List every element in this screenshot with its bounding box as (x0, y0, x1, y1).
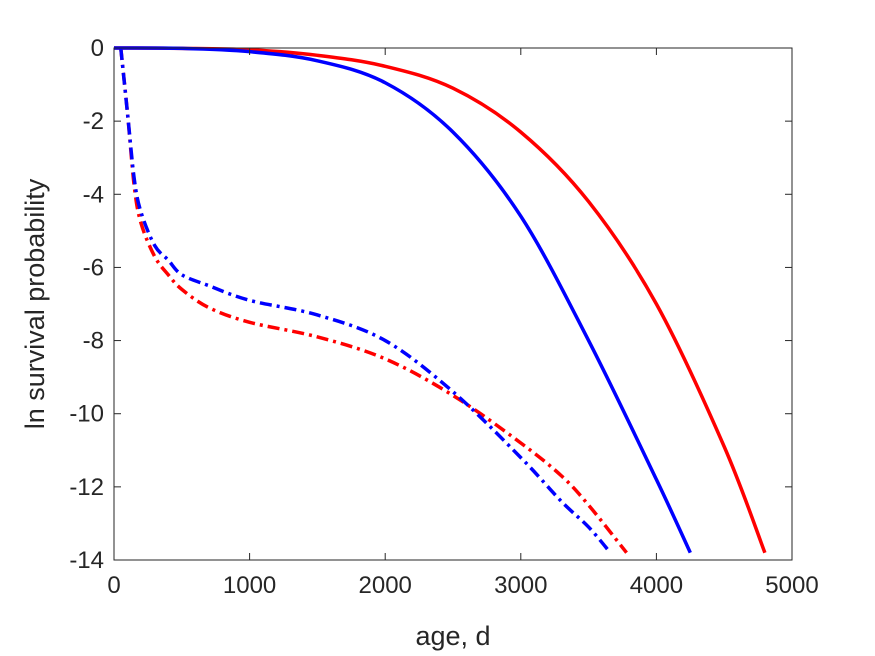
y-axis-label: ln survival probability (20, 178, 50, 429)
x-tick-label: 1000 (223, 572, 276, 599)
x-axis-label: age, d (415, 621, 490, 651)
y-tick-label: -12 (69, 474, 104, 501)
y-tick-label: -14 (69, 547, 104, 574)
y-tick-label: 0 (91, 35, 104, 62)
x-tick-label: 2000 (359, 572, 412, 599)
y-tick-label: -10 (69, 401, 104, 428)
x-tick-label: 4000 (630, 572, 683, 599)
series-line-blue-dashdot (119, 47, 612, 554)
y-tick-label: -8 (83, 328, 104, 355)
series-line-red-dashdot (119, 47, 628, 554)
y-tick-label: -2 (83, 108, 104, 135)
x-tick-label: 0 (107, 572, 120, 599)
x-tick-label: 5000 (765, 572, 818, 599)
ticks: 0 1000 2000 3000 4000 5000 0 -2 -4 -6 -8 -10 -12 -14 (69, 35, 818, 599)
x-tick-label: 3000 (494, 572, 547, 599)
series-layer (113, 46, 767, 554)
plot-frame (113, 47, 793, 561)
series-line-blue-solid (113, 46, 692, 554)
plot-area (114, 48, 792, 560)
y-tick-label: -4 (83, 181, 104, 208)
y-tick-label: -6 (83, 254, 104, 281)
